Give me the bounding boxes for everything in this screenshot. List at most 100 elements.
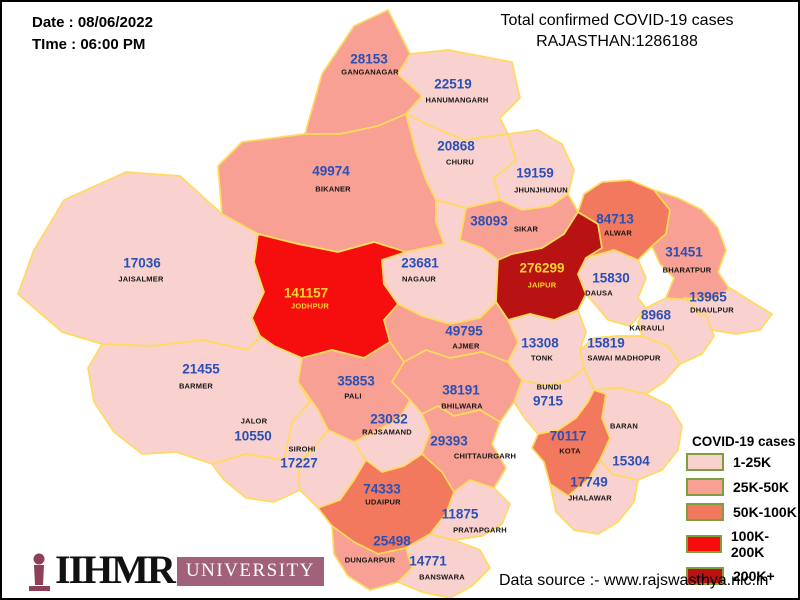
district-hanumangarh-cases: 22519 bbox=[434, 76, 472, 92]
district-pali-label: PALI bbox=[344, 391, 362, 401]
district-barmer-label: BARMER bbox=[178, 381, 214, 391]
district-alwar-label: ALWAR bbox=[603, 228, 633, 238]
district-bhilwara-cases: 38191 bbox=[442, 382, 480, 398]
legend-item-200k-plus: 200K+ bbox=[686, 567, 798, 585]
district-jhalawar bbox=[549, 459, 639, 535]
district-barmer bbox=[87, 335, 311, 465]
district-barmer-cases: 21455 bbox=[182, 361, 220, 377]
district-chittaurgarh-label: CHITTAURGARH bbox=[453, 451, 517, 461]
district-baran-cases: 15304 bbox=[612, 453, 650, 469]
title-block: Total confirmed COVID-19 cases RAJASTHAN… bbox=[452, 10, 782, 52]
legend-item-50k-100k: 50K-100K bbox=[686, 503, 798, 521]
date-time-block: Date : 08/06/2022 TIme : 06:00 PM bbox=[32, 12, 153, 56]
logo-university-text: UNIVERSITY bbox=[176, 557, 324, 586]
district-tonk-cases: 13308 bbox=[521, 335, 559, 351]
district-pratapgarh bbox=[429, 479, 511, 541]
iihmr-logo-icon bbox=[29, 553, 50, 591]
data-source-text: Data source :- www.rajswasthya.nic.in bbox=[499, 572, 769, 589]
district-bundi-cases: 9715 bbox=[532, 393, 564, 409]
district-alwar-cases: 84713 bbox=[596, 211, 634, 227]
legend-item-1-25k: 1-25K bbox=[686, 453, 798, 471]
district-jhunjhunun-label: JHUNJHUNUN bbox=[514, 185, 568, 195]
legend-swatch-1-25k bbox=[686, 453, 724, 471]
district-bharatpur-cases: 31451 bbox=[665, 244, 703, 260]
logo-text: IIHMR bbox=[55, 547, 176, 592]
district-rajsamand-label: RAJSAMAND bbox=[362, 427, 412, 437]
legend-label-100k-200k: 100K-200K bbox=[730, 528, 770, 560]
district-banswara-label: BANSWARA bbox=[419, 572, 465, 582]
legend-item-100k-200k: 100K-200K bbox=[686, 528, 798, 560]
legend-title: COVID-19 cases bbox=[692, 434, 796, 449]
district-jaisalmer-cases: 17036 bbox=[123, 255, 161, 271]
district-tonk-label: TONK bbox=[531, 353, 553, 363]
district-kota-label: KOTA bbox=[559, 446, 581, 456]
district-sikar-label: SIKAR bbox=[513, 224, 539, 234]
district-banswara-cases: 14771 bbox=[409, 553, 447, 569]
district-sawai_madhopur-cases: 15819 bbox=[587, 335, 625, 351]
district-pratapgarh-label: PRATAPGARH bbox=[453, 525, 507, 535]
district-hanumangarh-label: HANUMANGARH bbox=[425, 95, 489, 105]
district-jodhpur bbox=[251, 233, 407, 359]
district-rajsamand-cases: 23032 bbox=[370, 411, 408, 427]
iihmr-logo: IIHMR UNIVERSITY bbox=[28, 550, 324, 593]
title-line-1: Total confirmed COVID-19 cases bbox=[500, 12, 734, 29]
legend-label-50k-100k: 50K-100K bbox=[733, 504, 797, 520]
district-sawai_madhopur-label: SAWAI MADHOPUR bbox=[587, 353, 661, 363]
legend-item-25k-50k: 25K-50K bbox=[686, 478, 798, 496]
district-nagaur-label: NAGAUR bbox=[401, 274, 437, 284]
district-karauli-cases: 8968 bbox=[640, 307, 672, 323]
district-jhalawar-cases: 17749 bbox=[570, 474, 608, 490]
district-baran bbox=[593, 387, 683, 481]
district-jhunjhunun-cases: 19159 bbox=[516, 165, 554, 181]
legend-swatch-50k-100k bbox=[686, 503, 724, 521]
legend-swatch-100k-200k bbox=[686, 535, 722, 553]
district-ganganagar-cases: 28153 bbox=[350, 51, 388, 67]
district-udaipur-label: UDAIPUR bbox=[365, 497, 401, 507]
district-pratapgarh-cases: 11875 bbox=[441, 506, 479, 522]
district-dausa-cases: 15830 bbox=[592, 270, 630, 286]
district-jalor-label: JALOR bbox=[240, 416, 268, 426]
district-jodhpur-cases: 141157 bbox=[283, 285, 329, 301]
legend: COVID-19 cases 1-25K 25K-50K 50K-100K 10… bbox=[686, 434, 798, 592]
district-karauli-label: KARAULI bbox=[629, 323, 665, 333]
district-jalor-cases: 10550 bbox=[234, 428, 272, 444]
district-bharatpur-label: BHARATPUR bbox=[662, 265, 712, 275]
district-nagaur-cases: 23681 bbox=[401, 255, 439, 271]
district-bharatpur bbox=[651, 189, 731, 303]
district-pali-cases: 35853 bbox=[337, 373, 375, 389]
legend-label-1-25k: 1-25K bbox=[733, 454, 772, 470]
district-churu-label: CHURU bbox=[445, 157, 475, 167]
district-ajmer-label: AJMER bbox=[452, 341, 480, 351]
legend-label-25k-50k: 25K-50K bbox=[733, 479, 790, 495]
district-jhalawar-label: JHALAWAR bbox=[568, 493, 612, 503]
district-bikaner-label: BIKANER bbox=[315, 184, 351, 194]
district-jaipur-cases: 276299 bbox=[519, 260, 565, 276]
district-dausa-label: DAUSA bbox=[585, 288, 613, 298]
district-chittaurgarh-cases: 29393 bbox=[430, 433, 468, 449]
district-sikar-cases: 38093 bbox=[470, 213, 508, 229]
district-jaisalmer-label: JAISALMER bbox=[118, 274, 164, 284]
title-line-2: RAJASTHAN:1286188 bbox=[536, 33, 698, 50]
district-dungarpur-cases: 25498 bbox=[373, 533, 411, 549]
district-udaipur-cases: 74333 bbox=[363, 481, 401, 497]
legend-label-200k-plus: 200K+ bbox=[733, 568, 775, 584]
district-bundi-label: BUNDI bbox=[536, 382, 562, 392]
district-sirohi-label: SIROHI bbox=[288, 444, 316, 454]
legend-swatch-25k-50k bbox=[686, 478, 724, 496]
district-bhilwara-label: BHILWARA bbox=[441, 401, 483, 411]
district-dhaulpur-label: DHAULPUR bbox=[690, 305, 734, 315]
district-dungarpur-label: DUNGARPUR bbox=[344, 555, 396, 565]
date-label: Date : 08/06/2022 bbox=[32, 14, 153, 31]
district-sirohi-cases: 17227 bbox=[280, 455, 318, 471]
district-ajmer-cases: 49795 bbox=[445, 323, 483, 339]
district-jodhpur-label: JODHPUR bbox=[290, 301, 330, 311]
district-churu-cases: 20868 bbox=[437, 138, 475, 154]
time-label: TIme : 06:00 PM bbox=[32, 36, 146, 53]
district-dhaulpur-cases: 13965 bbox=[689, 289, 727, 305]
district-kota-cases: 70117 bbox=[549, 428, 587, 444]
district-jaipur-label: JAIPUR bbox=[527, 280, 557, 290]
district-ganganagar-label: GANGANAGAR bbox=[341, 67, 399, 77]
district-baran-label: BARAN bbox=[609, 421, 639, 431]
